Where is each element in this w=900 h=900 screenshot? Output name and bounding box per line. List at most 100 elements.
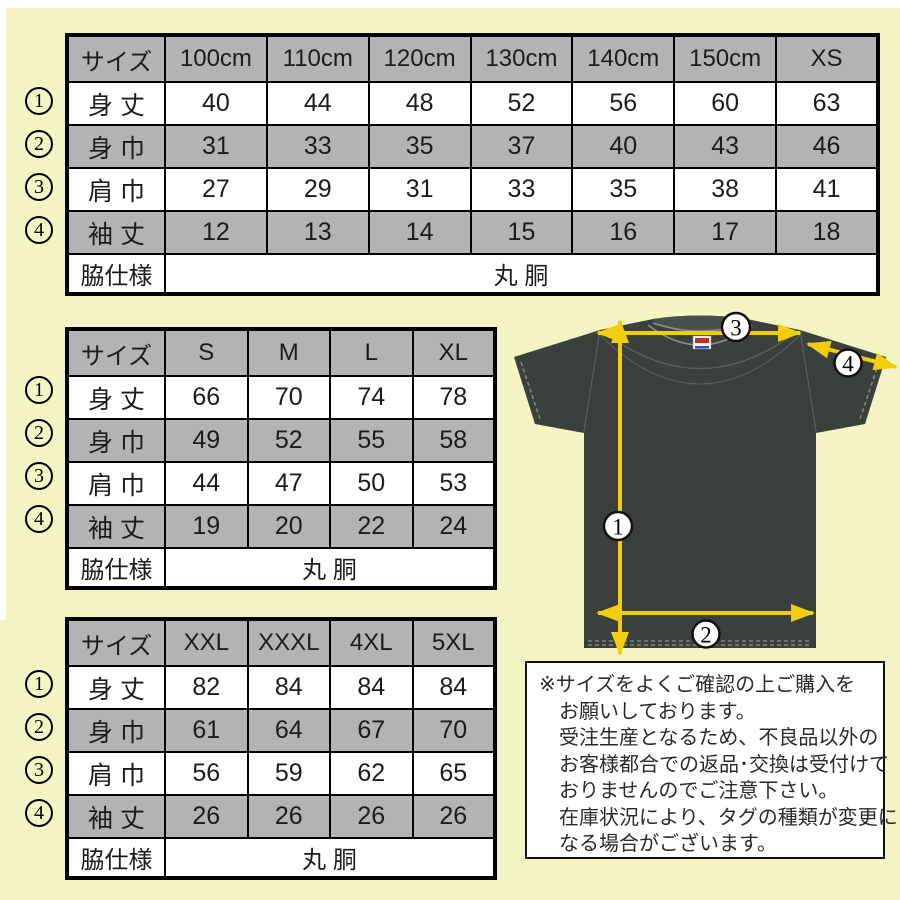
column-header: サイズ [66,34,166,83]
row-label: 身 巾 [66,124,166,169]
measurement-value: 44 [164,461,249,506]
measurement-value: 43 [673,124,778,169]
measurement-value: 26 [246,794,331,839]
measurement-value: 52 [469,81,574,126]
measurement-value: 59 [246,751,331,796]
size-table-kids: サイズ 100cm 110cm 120cm 130cm 140cm 150cm XS 身 丈 40… [65,33,880,296]
measurement-value: 24 [411,504,496,549]
measurement-value: 40 [571,124,676,169]
notice-line: お客様都合での返品･交換は受付けて [559,753,889,776]
measurement-value: 62 [329,751,414,796]
notice-line: おりませんのでご注意下さい。 [559,780,839,802]
row-label: 身 丈 [66,81,166,126]
measurement-value: 13 [265,210,370,255]
body-width-marker: 2 [691,619,721,649]
measurement-value: 74 [329,375,414,420]
measurement-value: 67 [329,708,414,753]
measurement-value: 84 [329,665,414,710]
row-label: 身 丈 [66,665,166,710]
notice-line: ※サイズをよくご確認の上ご購入を [539,674,856,696]
circle-marker-3: 3 [25,462,53,490]
circle-marker-4: 4 [25,216,53,244]
circle-marker-4: 4 [25,505,53,533]
footer-label: 脇仕様 [66,547,166,589]
measurement-value: 35 [367,124,472,169]
tshirt-measurement-diagram: 3 4 1 2 [514,311,898,656]
column-header: M [246,328,331,377]
size-table-100cm-xs: サイズ 100cm 110cm 120cm 130cm 140cm 150cm XS 身 丈 40… [65,33,880,296]
footer-value: 丸 胴 [164,837,496,879]
svg-text:3: 3 [730,316,742,341]
row-markers-kids-table: 1 2 3 4 [25,87,53,244]
measurement-value: 26 [329,794,414,839]
measurement-value: 82 [164,665,249,710]
column-header: L [329,328,414,377]
sleeve-length-marker: 4 [833,348,863,378]
measurement-value: 78 [411,375,496,420]
measurement-value: 50 [329,461,414,506]
footer-value: 丸 胴 [164,253,879,295]
svg-text:2: 2 [700,623,712,648]
column-header: 140cm [571,34,676,83]
row-label: 身 巾 [66,418,166,463]
column-header: 100cm [164,34,268,83]
row-label: 袖 丈 [66,504,166,549]
measurement-value: 84 [246,665,331,710]
measurement-value: 33 [265,124,370,169]
column-header: 4XL [329,618,414,667]
tshirt-body [514,315,886,648]
column-header: XXXL [246,618,331,667]
body-length-marker: 1 [602,510,634,542]
cuff-stitch-left [520,361,541,420]
measurement-value: 12 [164,210,268,255]
footer-value: 丸 胴 [164,547,496,589]
column-header: 5XL [411,618,496,667]
footer-label: 脇仕様 [66,253,166,295]
circle-marker-1: 1 [25,87,53,115]
circle-marker-3: 3 [25,173,53,201]
measurement-value: 16 [571,210,676,255]
measurement-value: 22 [329,504,414,549]
measurement-value: 41 [775,167,879,212]
measurement-value: 52 [246,418,331,463]
page-border-top [0,0,900,8]
circle-marker-2: 2 [25,130,53,158]
notice-line: 受注生産となるため、不良品以外の [559,727,879,749]
measurement-value: 29 [265,167,370,212]
column-header: サイズ [66,328,166,377]
column-header: 150cm [673,34,778,83]
measurement-value: 64 [246,708,331,753]
measurement-value: 60 [673,81,778,126]
page-border-left [0,0,6,620]
row-markers-adult-table: 1 2 3 4 [25,376,53,533]
measurement-value: 31 [367,167,472,212]
measurement-value: 66 [164,375,249,420]
circle-marker-1: 1 [25,376,53,404]
row-label: 肩 巾 [66,461,166,506]
neck-tag [692,335,712,350]
size-table-plus: サイズ XXL XXXL 4XL 5XL 身 丈 82 84 84 84 身 巾 61 64 67 70 肩 … [65,617,497,880]
column-header: 120cm [367,34,472,83]
shoulder-width-marker: 3 [720,311,752,343]
measurement-value: 49 [164,418,249,463]
row-label: 袖 丈 [66,210,166,255]
measurement-value: 35 [571,167,676,212]
column-header: XXL [164,618,249,667]
cuff-stitch-right [859,361,880,420]
measurement-value: 19 [164,504,249,549]
column-header: S [164,328,249,377]
measurement-value: 63 [775,81,879,126]
row-label: 肩 巾 [66,167,166,212]
measurement-value: 58 [411,418,496,463]
footer-label: 脇仕様 [66,837,166,879]
measurement-value: 33 [469,167,574,212]
row-label: 身 丈 [66,375,166,420]
measurement-value: 44 [265,81,370,126]
size-table-s-xl: サイズ S M L XL 身 丈 66 70 74 78 身 巾 49 52 55 58 肩 巾 44 47 50 5… [65,327,497,590]
measurement-value: 27 [164,167,268,212]
svg-text:4: 4 [842,352,854,377]
measurement-value: 48 [367,81,472,126]
measurement-value: 70 [411,708,496,753]
circle-marker-2: 2 [25,713,53,741]
